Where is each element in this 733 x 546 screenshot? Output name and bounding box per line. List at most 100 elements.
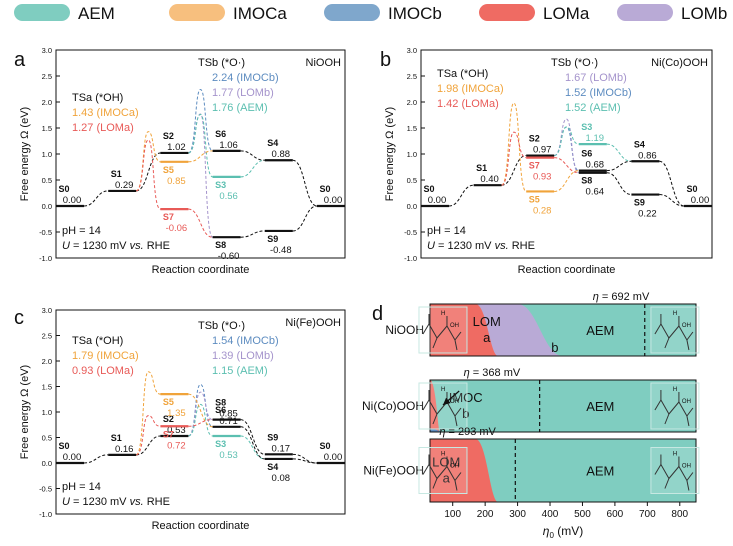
energy-connector (606, 160, 632, 172)
structure-label: OH (450, 323, 459, 329)
tsa-value-imoca: 1.79 (IMOCa) (72, 350, 139, 362)
tsa-title: TSa (*OH) (72, 335, 123, 347)
structure-bond (454, 407, 462, 417)
structure-bond (686, 472, 694, 481)
state-value-s0: 0.00 (324, 195, 343, 206)
y-tick-label: 0.0 (42, 202, 52, 211)
y-tick-label: -1.0 (404, 254, 417, 263)
legend-swatch-imocb (324, 4, 380, 21)
legend-swatch-lomb (617, 4, 673, 21)
state-value-s2: 0.97 (533, 145, 552, 156)
tsb-title: TSb (*O·) (551, 57, 598, 69)
state-name-s2: S2 (163, 131, 174, 141)
structure-bond (436, 325, 448, 339)
energy-connector (240, 435, 265, 460)
state-name-s4: S4 (267, 462, 278, 472)
tsb-value-imocb: 2.24 (IMOCb) (212, 72, 279, 84)
panel-letter: a (14, 49, 26, 71)
eta-label: η = 692 mV (593, 291, 650, 303)
y-tick-label: -1.0 (39, 510, 52, 519)
structure-bond (432, 413, 438, 425)
state-value-s9: -0.48 (270, 245, 292, 256)
energy-connector (240, 159, 265, 178)
structure-box (418, 447, 468, 494)
region-label-a: a (483, 330, 491, 345)
energy-connector (606, 172, 632, 196)
structure-icon: OH H (418, 382, 468, 430)
region-label-a: a (443, 471, 451, 486)
potential-label: U = 1230 mV vs. RHE (62, 240, 170, 252)
structure-bond (686, 331, 694, 341)
structure-bond (454, 472, 462, 481)
tsb-value-aem: 1.52 (AEM) (565, 102, 621, 114)
tsa-value-loma: 0.93 (LOMa) (72, 365, 134, 377)
region-label-imoc: IMOC (449, 390, 483, 405)
y-tick-label: 1.5 (407, 124, 417, 133)
state-name-s0: S0 (319, 184, 330, 194)
y-tick-label: -0.5 (39, 485, 52, 494)
structure-bond (660, 399, 670, 415)
legend-label-lomb: LOMb (681, 4, 727, 23)
tsb-value-imocb: 1.52 (IMOCb) (565, 87, 632, 99)
state-value-s4: 0.08 (272, 473, 291, 484)
energy-connector (135, 131, 161, 192)
energy-connector (606, 143, 632, 162)
y-tick-label: 2.0 (42, 98, 52, 107)
structure-icon: OH H (418, 447, 468, 494)
structure-bond (428, 464, 438, 479)
state-value-s6: 0.68 (586, 160, 605, 171)
state-value-s2: 1.02 (167, 142, 186, 153)
energy-connector (659, 194, 685, 207)
y-tick-label: 3.0 (42, 46, 52, 55)
y-tick-label: 0.0 (42, 459, 52, 468)
state-value-s1: 0.40 (480, 174, 499, 185)
structure-bond (686, 415, 690, 427)
structure-label: H (673, 311, 677, 317)
state-value-s0: 0.00 (63, 195, 82, 206)
structure-bond (664, 413, 670, 425)
structure-label: OH (682, 323, 691, 329)
energy-connector (188, 391, 213, 437)
structure-box (418, 382, 468, 430)
state-name-s9: S9 (267, 234, 278, 244)
energy-connector (292, 453, 318, 464)
panel-b: -1.0 -0.5 0.0 0.5 1.0 1.5 2.0 2.5 3.0 Free energy… (380, 46, 713, 276)
x-tick-label: 700 (639, 509, 656, 520)
state-name-s7: S7 (529, 161, 540, 171)
y-tick-label: 1.0 (42, 408, 52, 417)
structure-bond (664, 478, 670, 489)
state-value-s4: 0.88 (272, 149, 291, 160)
x-axis-label: Reaction coordinate (152, 264, 250, 276)
state-name-s4: S4 (634, 139, 645, 149)
potential-label: U = 1230 mV vs. RHE (62, 496, 170, 508)
energy-connector (135, 139, 161, 210)
state-name-s0: S0 (319, 441, 330, 451)
structure-bond (454, 331, 462, 341)
panel-c: -1.0 -0.5 0.0 0.5 1.0 1.5 2.0 2.5 3.0 Free energy… (14, 306, 346, 532)
structure-bond (446, 325, 456, 341)
y-axis-label: Free energy Ω (eV) (19, 107, 31, 201)
structure-bond (422, 323, 430, 335)
y-tick-label: 0.0 (407, 202, 417, 211)
tsb-value-aem: 1.76 (AEM) (212, 102, 268, 114)
state-name-s8: S8 (215, 240, 226, 250)
panel-title: NiOOH (306, 57, 342, 69)
energy-connector (188, 208, 213, 238)
x-tick-label: 400 (542, 509, 559, 520)
energy-connector (501, 102, 527, 192)
structure-bond (654, 464, 662, 475)
structure-bond (660, 464, 670, 479)
row-frame (429, 303, 697, 357)
tsb-value-imocb: 1.54 (IMOCb) (212, 335, 279, 347)
energy-connector (188, 113, 214, 178)
state-value-s9: 0.22 (638, 209, 657, 220)
state-value-s7: -0.06 (166, 223, 188, 234)
row-label: NiOOH (385, 323, 424, 337)
state-name-s4: S4 (267, 138, 278, 148)
state-name-s6: S6 (215, 129, 226, 139)
x-tick-label: 300 (509, 509, 526, 520)
eta-label: η = 368 mV (464, 367, 521, 379)
state-name-s3: S3 (581, 122, 592, 132)
